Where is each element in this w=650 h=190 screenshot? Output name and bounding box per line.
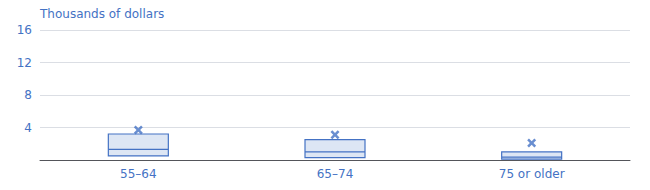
svg-text:55–64: 55–64 bbox=[120, 167, 157, 181]
svg-text:12: 12 bbox=[17, 56, 32, 70]
svg-text:75 or older: 75 or older bbox=[499, 167, 565, 181]
svg-text:8: 8 bbox=[24, 88, 32, 102]
svg-text:Thousands of dollars: Thousands of dollars bbox=[39, 7, 164, 21]
svg-text:65–74: 65–74 bbox=[317, 167, 354, 181]
svg-text:4: 4 bbox=[24, 121, 32, 135]
svg-text:16: 16 bbox=[17, 23, 32, 37]
